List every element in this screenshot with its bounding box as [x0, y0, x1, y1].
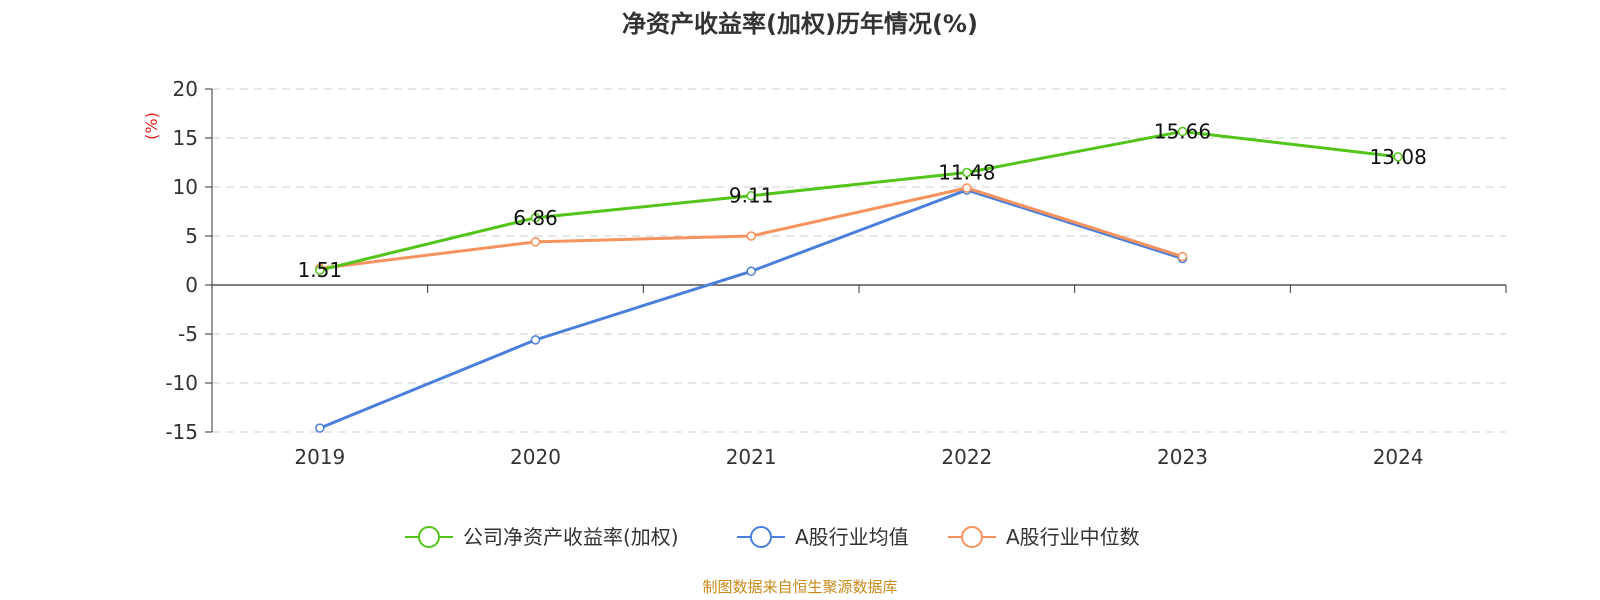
y-tick-label: 5	[185, 224, 198, 248]
data-point	[746, 266, 756, 277]
y-tick-label: -15	[165, 420, 198, 444]
x-tick-label: 2020	[510, 445, 561, 469]
y-tick-label: 10	[173, 175, 198, 199]
legend-label: A股行业均值	[795, 525, 909, 549]
data-point	[746, 190, 756, 201]
legend: 公司净资产收益率(加权) A股行业均值 A股行业中位数	[405, 525, 1140, 549]
source-note: 制图数据来自恒生聚源数据库	[702, 578, 897, 596]
data-point	[315, 265, 325, 275]
data-point	[530, 237, 541, 247]
data-label: 1.51	[298, 258, 343, 282]
chart-title: 净资产收益率(加权)历年情况(%)	[622, 10, 978, 38]
data-label: 6.86	[513, 206, 558, 230]
data-point	[1177, 126, 1188, 137]
data-point	[315, 423, 325, 433]
data-label: 13.08	[1370, 145, 1427, 169]
y-tick-label: -5	[178, 322, 198, 346]
data-point	[530, 335, 541, 345]
data-point	[962, 167, 972, 178]
grid	[212, 88, 1506, 433]
y-tick-label: 0	[185, 273, 198, 297]
y-tick-label: -10	[165, 371, 198, 395]
data-point	[1393, 152, 1403, 162]
x-tick-label: 2022	[941, 445, 992, 469]
data-point	[1177, 251, 1188, 262]
y-tick-label: 20	[173, 77, 198, 101]
x-tick-label: 2019	[294, 445, 345, 469]
x-tick-label: 2023	[1157, 445, 1208, 469]
legend-marker	[750, 526, 772, 548]
series-line	[319, 130, 1399, 272]
data-label: 11.48	[938, 160, 995, 184]
legend-label: 公司净资产收益率(加权)	[463, 525, 679, 549]
x-tick-label: 2021	[726, 445, 777, 469]
series-line	[319, 188, 1183, 430]
y-tick-label: 15	[173, 126, 198, 150]
series	[315, 126, 1403, 433]
axes: 20 15 10 5 0 -5 -10 -15 2019 2020 2021 2022 2023 2024	[165, 77, 1507, 469]
data-point	[530, 213, 541, 223]
legend-marker	[418, 526, 440, 548]
data-point	[962, 183, 972, 193]
data-point	[746, 231, 756, 241]
y-axis-label: (%)	[142, 112, 161, 140]
legend-marker	[961, 526, 983, 548]
x-tick-label: 2024	[1373, 445, 1424, 469]
legend-label: A股行业中位数	[1006, 525, 1140, 549]
data-labels: 1.51 6.86 9.11 11.48 15.66 13.08	[298, 120, 1427, 283]
data-label: 9.11	[729, 184, 774, 208]
data-label: 15.66	[1154, 120, 1211, 144]
